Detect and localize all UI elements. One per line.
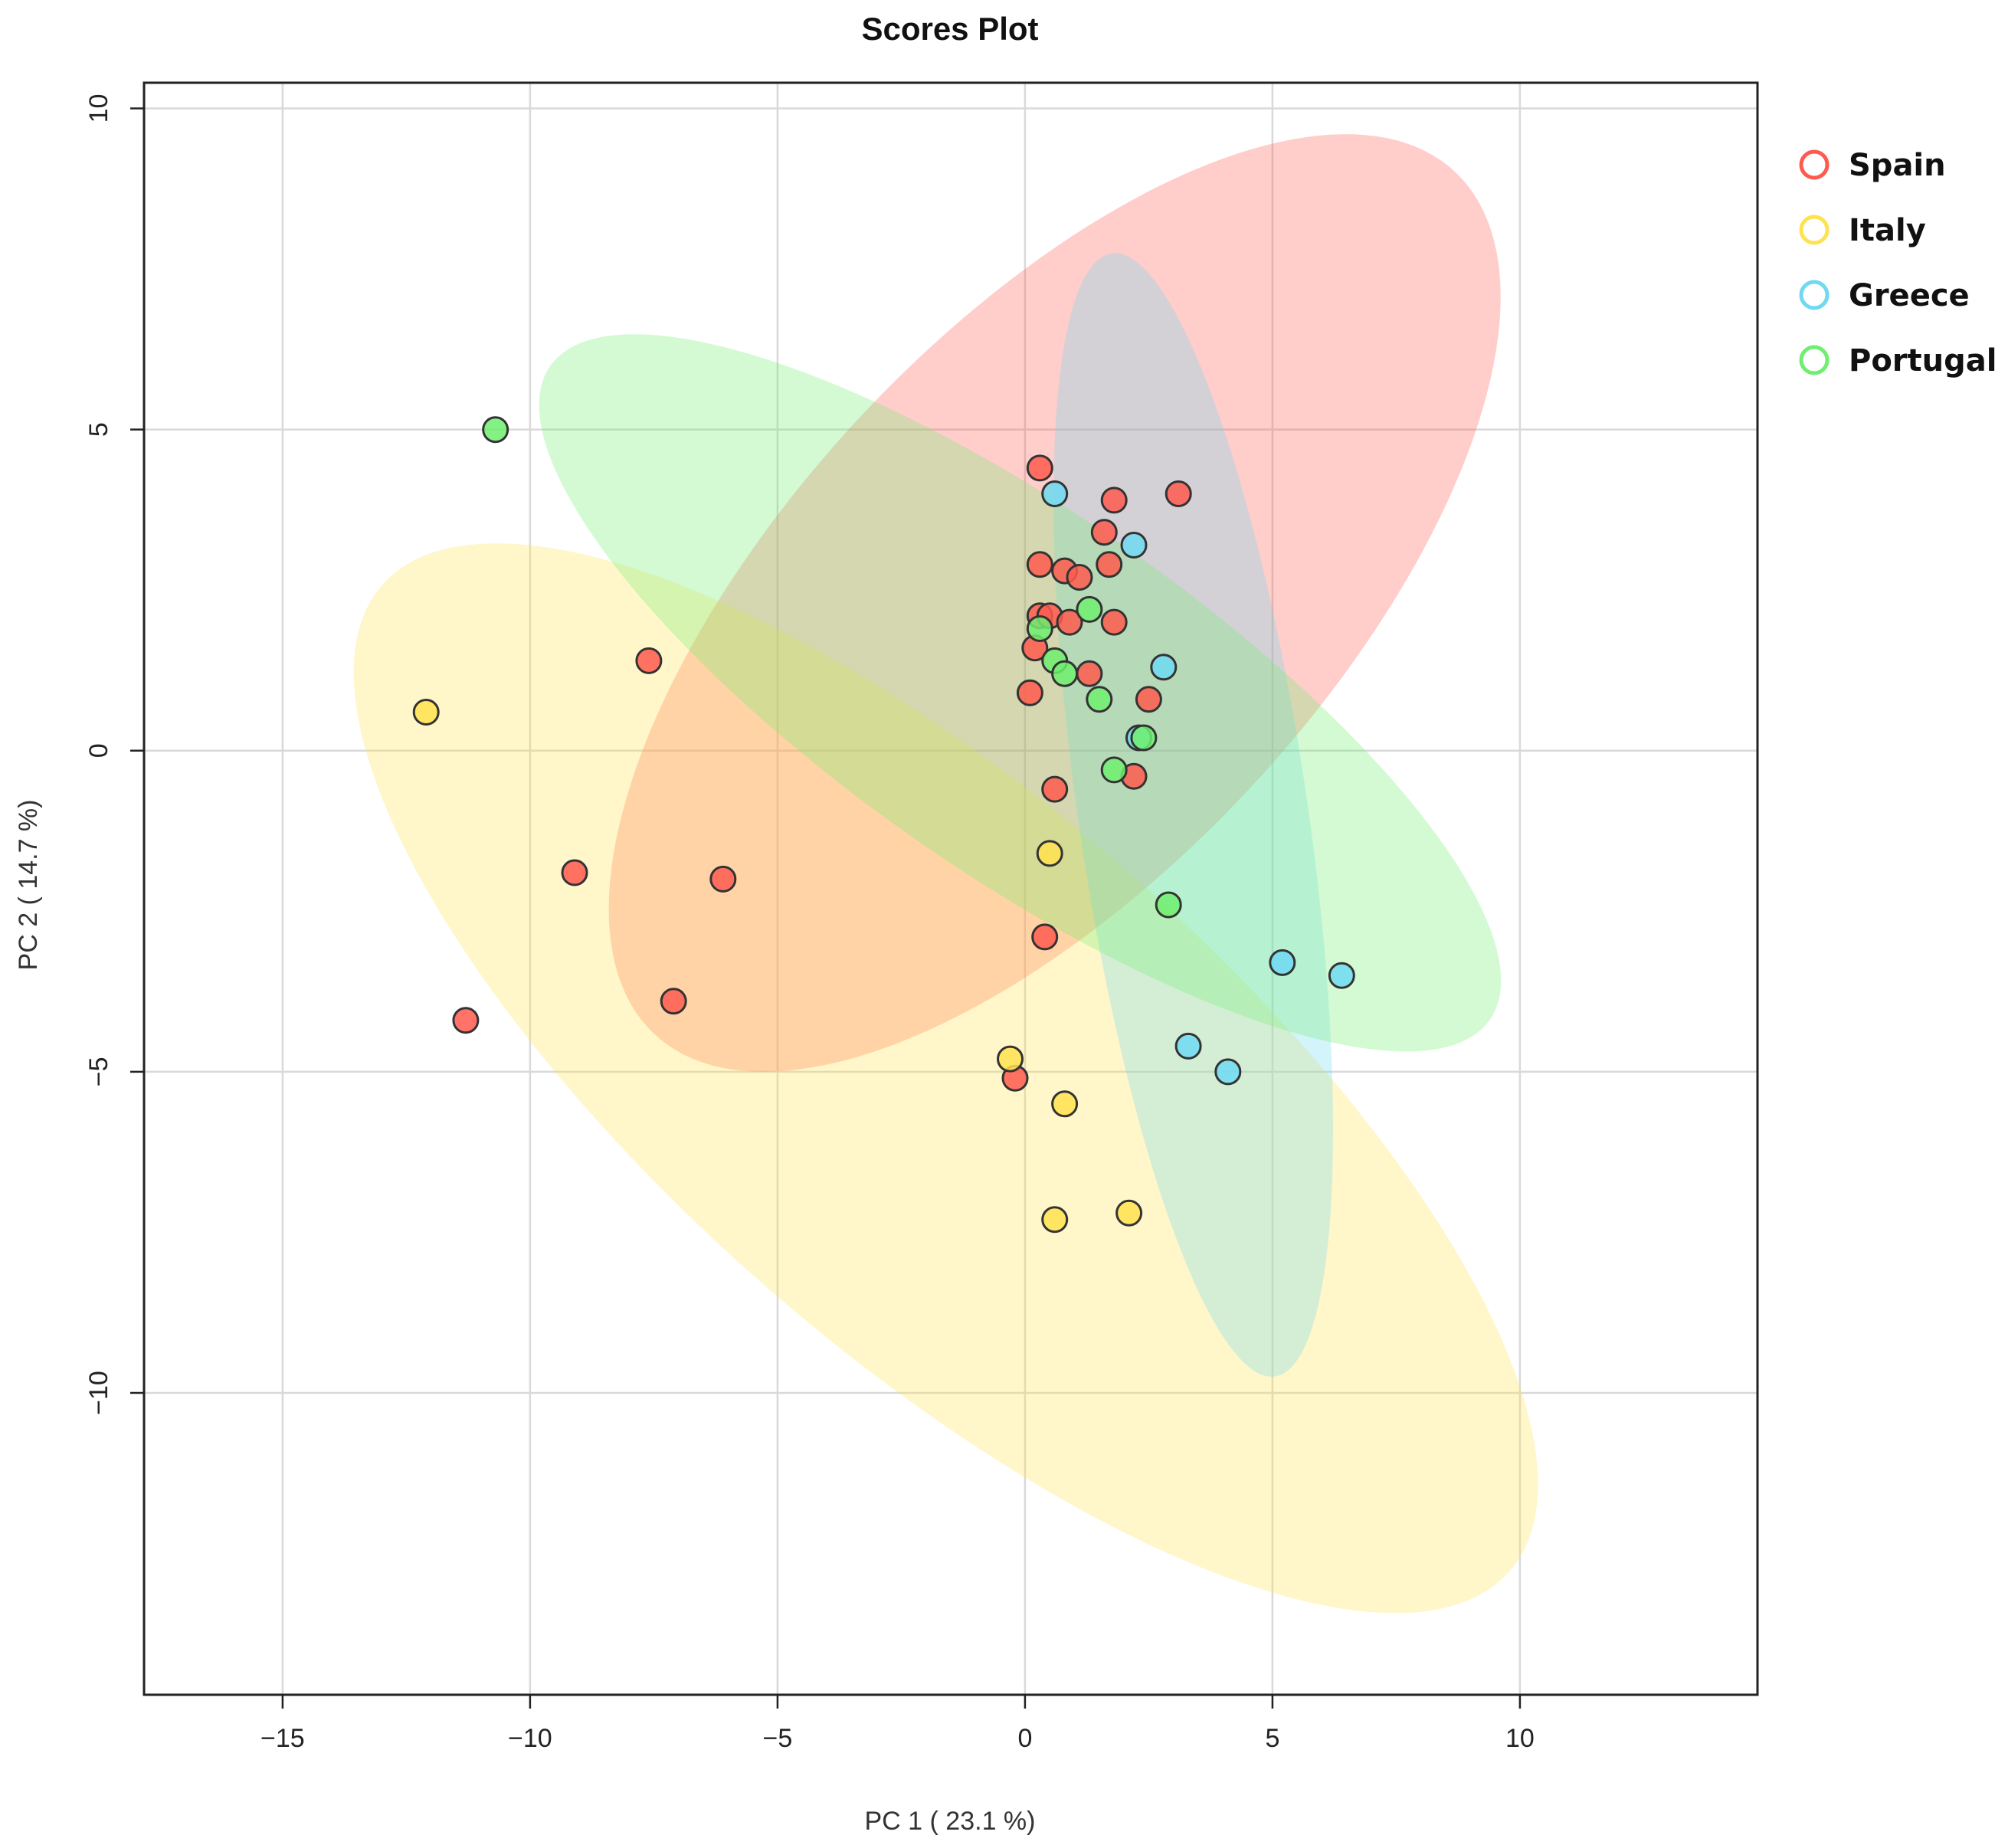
- legend-marker-spain: [1799, 149, 1830, 180]
- point-portugal: [1130, 724, 1158, 752]
- point-spain: [1135, 686, 1162, 713]
- point-spain: [1096, 551, 1123, 578]
- y-tick-label: 10: [84, 94, 113, 123]
- point-spain: [452, 1007, 480, 1034]
- point-greece: [1214, 1058, 1242, 1086]
- point-italy: [1036, 840, 1063, 867]
- point-greece: [1174, 1032, 1202, 1060]
- legend-marker-portugal: [1799, 345, 1830, 375]
- x-tick-label: −10: [508, 1724, 552, 1753]
- point-italy: [1051, 1090, 1079, 1118]
- x-tick-label: −5: [763, 1724, 793, 1753]
- point-spain: [1056, 608, 1083, 636]
- legend-label-portugal: Portugal: [1849, 343, 1995, 378]
- point-spain: [660, 988, 687, 1015]
- ellipse-spain: [608, 134, 1501, 1072]
- point-portugal: [1155, 891, 1182, 919]
- point-portugal: [482, 416, 509, 444]
- chart-title: Scores Plot: [861, 11, 1038, 47]
- point-spain: [1165, 480, 1192, 507]
- legend-label-spain: Spain: [1849, 148, 1946, 183]
- ellipse-italy: [353, 543, 1538, 1614]
- x-tick-label: 0: [1017, 1724, 1032, 1753]
- point-portugal: [1100, 756, 1128, 784]
- point-portugal: [1051, 660, 1079, 687]
- point-spain: [1016, 679, 1043, 706]
- point-greece: [1120, 532, 1148, 559]
- point-italy: [1041, 1206, 1069, 1234]
- plot-frame: [142, 81, 1759, 1696]
- confidence-ellipses: [353, 134, 1538, 1614]
- point-spain: [635, 647, 663, 674]
- legend-marker-greece: [1799, 280, 1830, 310]
- point-spain: [1026, 551, 1053, 578]
- x-tick-label: 10: [1505, 1724, 1535, 1753]
- point-spain: [709, 865, 737, 893]
- ellipse-greece: [1053, 253, 1333, 1377]
- legend-label-italy: Italy: [1849, 213, 1926, 248]
- point-greece: [1269, 949, 1296, 976]
- point-spain: [1066, 564, 1093, 591]
- point-spain: [1100, 608, 1128, 636]
- point-spain: [1090, 519, 1118, 546]
- legend-label-greece: Greece: [1849, 278, 1970, 313]
- y-tick-label: 5: [84, 422, 113, 437]
- y-tick-label: 0: [84, 743, 113, 758]
- point-greece: [1328, 962, 1355, 989]
- point-portugal: [1076, 595, 1103, 623]
- point-italy: [412, 699, 440, 726]
- legend: Spain Italy Greece Portugal: [1799, 148, 1995, 378]
- point-greece: [1150, 654, 1178, 681]
- point-italy: [997, 1045, 1024, 1073]
- x-tick-label: −15: [260, 1724, 305, 1753]
- point-spain: [1041, 775, 1069, 803]
- x-tick-label: 5: [1265, 1724, 1279, 1753]
- point-portugal: [1026, 615, 1053, 642]
- point-spain: [1031, 923, 1059, 951]
- point-greece: [1041, 480, 1069, 507]
- point-spain: [561, 859, 588, 886]
- point-portugal: [1086, 686, 1113, 713]
- data-points: [412, 416, 1355, 1234]
- y-tick-label: −10: [84, 1371, 113, 1415]
- y-tick-label: −5: [84, 1057, 113, 1087]
- point-spain: [1026, 454, 1053, 482]
- grid-lines: [144, 83, 1758, 1695]
- legend-marker-italy: [1799, 215, 1830, 245]
- point-spain: [1076, 660, 1103, 687]
- y-axis-label: PC 2 ( 14.7 %): [14, 800, 43, 971]
- point-italy: [1115, 1199, 1143, 1227]
- point-spain: [1100, 487, 1128, 514]
- axis-ticks: −15 −10 −5 0 5 10 −10 −5 0 5 10: [84, 94, 1535, 1753]
- x-axis-label: PC 1 ( 23.1 %): [865, 1807, 1036, 1836]
